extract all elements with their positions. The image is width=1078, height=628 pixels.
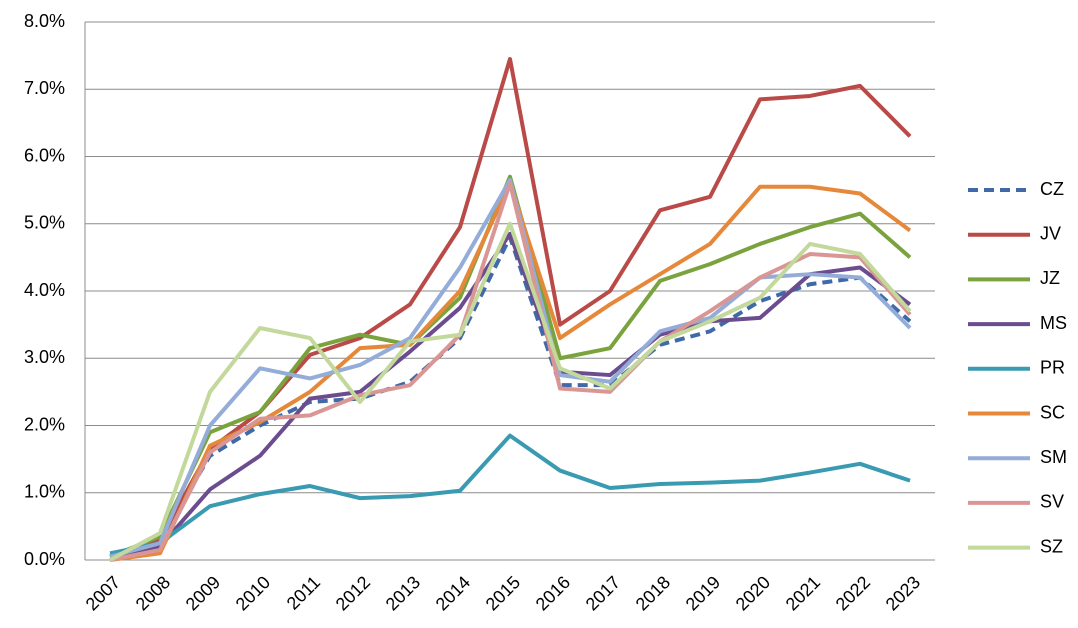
x-tick-label: 2013	[382, 572, 424, 614]
series-line	[109, 221, 912, 562]
x-tick-label: 2021	[782, 572, 824, 614]
y-tick-label: 3.0%	[24, 347, 65, 367]
series-line	[109, 178, 912, 559]
legend-label: SV	[1040, 492, 1064, 512]
x-tick-label: 2022	[832, 572, 874, 614]
x-tick-label: 2011	[283, 572, 325, 614]
x-tick-label: 2019	[682, 572, 724, 614]
x-tick-label: 2010	[232, 572, 274, 614]
y-tick-label: 4.0%	[24, 280, 65, 300]
x-tick-label: 2020	[732, 572, 774, 614]
x-tick-label: 2007	[82, 572, 124, 614]
series-line	[109, 231, 912, 559]
y-tick-label: 2.0%	[24, 414, 65, 434]
y-tick-label: 1.0%	[24, 482, 65, 502]
y-tick-label: 0.0%	[24, 549, 65, 569]
x-tick-label: 2008	[132, 572, 174, 614]
y-tick-label: 6.0%	[24, 145, 65, 165]
legend-label: SM	[1040, 447, 1067, 467]
series-line	[109, 181, 912, 562]
x-tick-label: 2014	[432, 572, 474, 614]
series-line	[109, 433, 911, 556]
y-tick-label: 8.0%	[24, 11, 65, 31]
series-line	[109, 174, 912, 559]
legend-label: JZ	[1040, 268, 1060, 288]
x-tick-label: 2012	[332, 572, 374, 614]
y-tick-label: 5.0%	[24, 213, 65, 233]
x-tick-label: 2015	[482, 572, 524, 614]
x-tick-label: 2023	[882, 572, 924, 614]
series-line	[109, 56, 912, 559]
legend-label: MS	[1040, 313, 1067, 333]
legend-label: PR	[1040, 358, 1065, 378]
x-tick-label: 2016	[532, 572, 574, 614]
legend-label: JV	[1040, 223, 1061, 243]
series-line	[109, 235, 912, 559]
y-tick-label: 7.0%	[24, 78, 65, 98]
legend-label: SC	[1040, 402, 1065, 422]
legend-label: CZ	[1040, 179, 1064, 199]
x-tick-label: 2017	[582, 572, 624, 614]
legend-label: SZ	[1040, 536, 1063, 556]
x-tick-label: 2018	[632, 572, 674, 614]
x-tick-label: 2009	[182, 572, 224, 614]
